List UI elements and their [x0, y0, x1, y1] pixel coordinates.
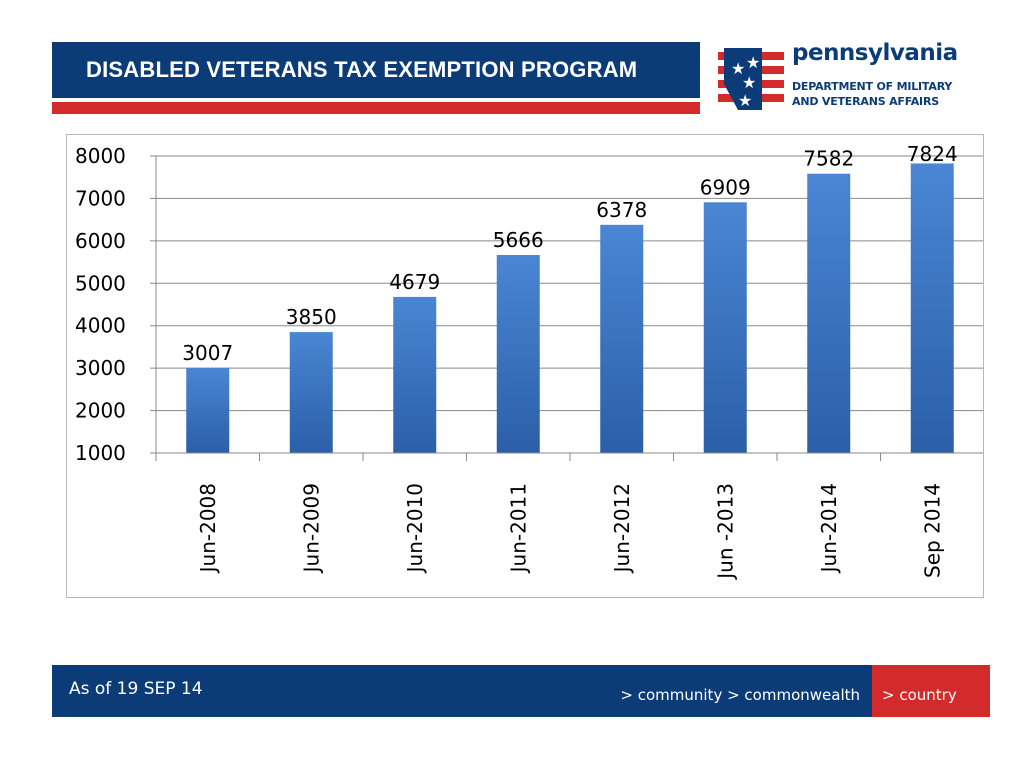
svg-text:★: ★ [731, 59, 745, 78]
x-category-label: Sep 2014 [920, 483, 944, 578]
logo-name: pennsylvania [792, 40, 958, 66]
bar-data-label: 5666 [493, 228, 544, 252]
footer-tagline: > community > commonwealth [620, 686, 860, 704]
svg-text:★: ★ [738, 91, 752, 110]
y-tick-label: 4000 [75, 314, 126, 338]
bar-data-label: 7582 [803, 147, 854, 171]
y-tick-label: 6000 [75, 229, 126, 253]
bar-data-label: 4679 [389, 270, 440, 294]
footer-tagline-accent: > country [882, 686, 957, 704]
bar [807, 173, 851, 453]
logo-subtitle-2: AND VETERANS AFFAIRS [792, 95, 939, 108]
footer-accent: > country [872, 665, 990, 717]
x-category-label: Jun-2010 [403, 483, 427, 574]
bar-data-label: 7824 [907, 142, 958, 166]
bar-data-label: 3007 [182, 341, 233, 365]
bar [289, 332, 333, 453]
footer-date: As of 19 SEP 14 [69, 679, 203, 699]
svg-text:★: ★ [742, 73, 756, 92]
x-category-label: Jun-2011 [506, 483, 530, 574]
bar-data-label: 6909 [700, 175, 751, 199]
chart-frame: 1000 2000 3000 4000 5000 6000 7000 8000 3007 Jun-… [66, 134, 984, 598]
bar-chart: 1000 2000 3000 4000 5000 6000 7000 8000 3007 Jun-… [75, 142, 983, 581]
y-tick-label: 8000 [75, 144, 126, 168]
bar [186, 367, 230, 453]
y-tick-label: 1000 [75, 441, 126, 465]
x-category-label: Jun-2008 [196, 483, 220, 574]
x-category-label: Jun-2009 [299, 483, 323, 574]
bar [703, 202, 747, 453]
flag-star-icon: ★ ★ ★ ★ [718, 48, 784, 110]
page-title: DISABLED VETERANS TAX EXEMPTION PROGRAM [52, 42, 700, 98]
bar [393, 296, 437, 453]
bar [496, 255, 540, 453]
bar-data-label: 6378 [596, 198, 647, 222]
bar [600, 224, 644, 453]
x-category-label: Jun-2014 [817, 483, 841, 574]
pa-dmva-logo: ★ ★ ★ ★ pennsylvania DEPARTMENT OF MILIT… [718, 40, 988, 114]
logo-subtitle-1: DEPARTMENT OF MILITARY [792, 80, 953, 93]
title-accent-stripe [52, 102, 700, 114]
x-category-label: Jun -2013 [713, 483, 737, 581]
bar [910, 163, 954, 454]
y-tick-label: 2000 [75, 399, 126, 423]
x-category-label: Jun-2012 [610, 483, 634, 574]
bar-data-label: 3850 [286, 305, 337, 329]
footer-bar: As of 19 SEP 14 > community > commonweal… [52, 665, 872, 717]
y-tick-label: 5000 [75, 271, 126, 295]
y-tick-label: 7000 [75, 186, 126, 210]
page-title-text: DISABLED VETERANS TAX EXEMPTION PROGRAM [86, 57, 638, 82]
svg-text:★: ★ [746, 53, 760, 72]
y-tick-label: 3000 [75, 356, 126, 380]
